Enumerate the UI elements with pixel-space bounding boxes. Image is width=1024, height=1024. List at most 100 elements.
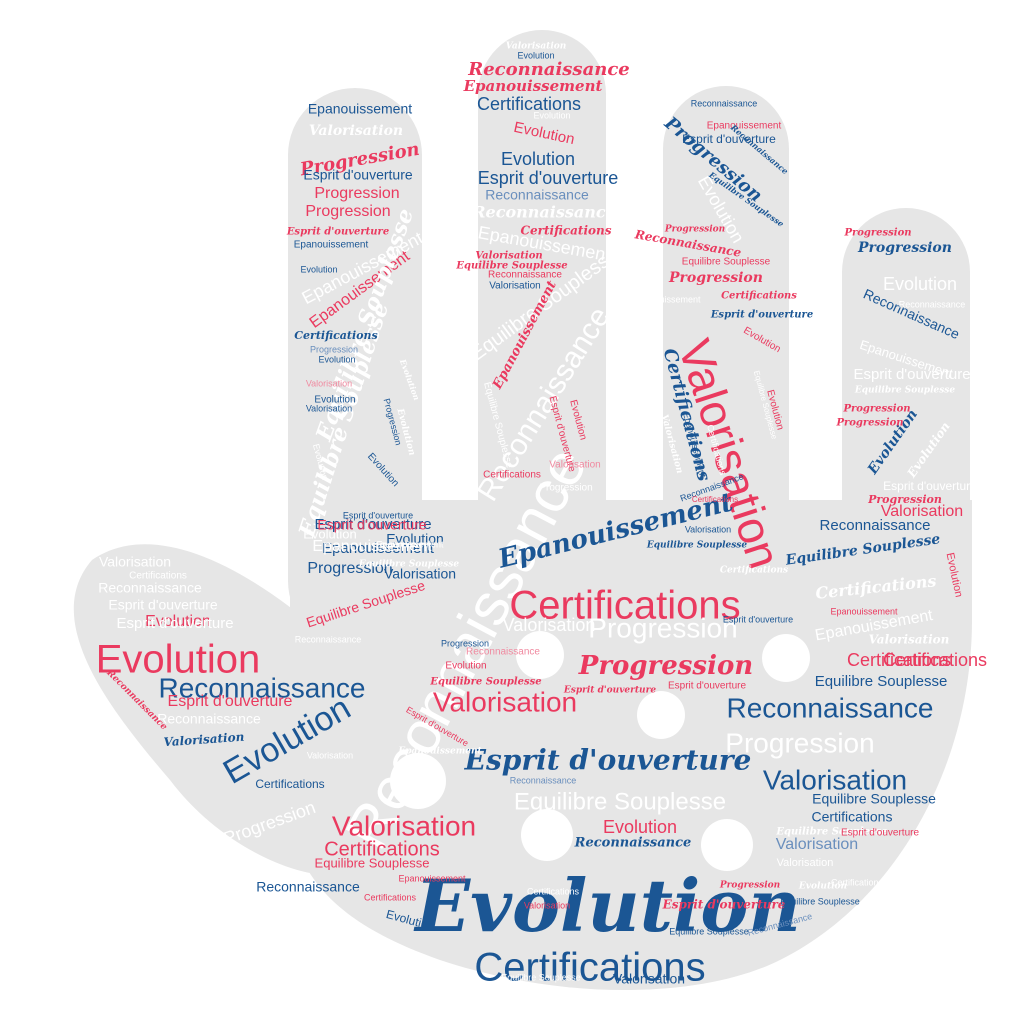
cloud-word: Evolution [303,526,356,541]
cloud-word: Evolution [883,274,957,294]
cloud-word: Valorisation [613,971,685,987]
cloud-word: Esprit d'ouverture [478,168,619,188]
cloud-word: Equilibre Souplesse [854,386,955,396]
cloud-word: Certifications [721,291,797,302]
cloud-word: Esprit d'ouverture [314,516,431,533]
cloud-word: Certifications [527,886,580,896]
cloud-word: Evolution [517,50,554,60]
cloud-word: Esprit d'ouverture [286,227,389,238]
cloud-word: Progression [842,404,910,415]
cloud-word: Progression [578,651,753,681]
cloud-word: Reconnaissance [899,299,966,309]
cloud-word: Reconnaissance [510,775,577,785]
cloud-word: Certifications [509,584,740,628]
cloud-word: Progression [867,493,942,506]
cloud-word: Valorisation [763,764,907,795]
cloud-word: Progression [843,228,911,239]
cloud-word: Esprit d'ouverture [464,744,752,777]
cloud-word: Progression [314,185,399,202]
cloud-word: Certifications [812,809,893,825]
cloud-word: Reconnaissance [466,647,540,658]
cloud-word: Certifications [324,838,440,860]
cloud-word: Esprit d'ouverture [723,614,793,624]
cloud-word: Valorisation [99,554,171,570]
cloud-word: Reconnaissance [467,59,629,80]
cloud-word: Equilibre Souplesse [780,896,860,906]
cloud-word: Progression [857,240,952,256]
cloud-word: Valorisation [777,857,834,869]
cloud-word: Evolution [145,613,211,630]
cloud-word: Equilibre Souplesse [775,827,887,838]
cloud-word: Evolution [318,354,355,364]
cloud-word: Equilibre Souplesse [315,855,430,870]
cloud-word: Valorisation [306,378,352,388]
cloud-word: Epanouissement [376,539,444,549]
cloud-word: Valorisation [384,566,456,582]
cloud-word: Valorisation [307,750,353,760]
cloud-word: Valorisation [306,403,352,413]
cloud-word: Equilibre Souplesse [429,677,541,688]
cloud-word: Valorisation [489,281,541,292]
cloud-word: Esprit d'ouverture [662,898,786,912]
cloud-word: Valorisation [163,730,245,750]
cloud-word: Equilibre Souplesse [646,541,747,551]
cloud-word: Epanouissement [633,294,701,304]
cloud-word: Certifications [477,94,581,114]
cloud-word: Valorisation [433,686,577,717]
cloud-word: Reconnaissance [471,203,616,222]
cloud-word: Evolution [386,531,444,547]
cloud-word: Reconnaissance [820,517,931,534]
cloud-word: Certifications [255,777,324,791]
cloud-word: Progression [725,727,874,758]
cloud-word: Certifications [520,224,611,238]
cloud-word: Equilibre Souplesse [669,926,749,936]
cloud-word: Reconnaissance [488,270,562,281]
cloud-word: Esprit d'ouverture [841,828,919,839]
cloud-word: Reconnaissance [691,98,758,108]
cloud-word: Valorisation [869,633,950,647]
cloud-word: Evolution [501,149,575,169]
cloud-word: Reconnaissance [157,711,261,727]
cloud-word: Equilibre Souplesse [455,261,567,272]
cloud-word: Esprit d'ouverture [668,681,746,692]
cloud-word: Progression [588,612,737,643]
cloud-word: Epanouissement [398,873,466,883]
cloud-word: Valorisation [332,810,476,841]
cloud-word: Esprit d'ouverture [853,366,970,383]
cloud-word: Reconnaissance [485,187,589,203]
cloud-word: Esprit d'ouverture [116,615,233,632]
cloud-word: Epanouissement [308,101,412,117]
cloud-word: Progression [310,344,358,354]
cloud-word: Esprit d'ouverture [343,510,413,520]
cloud-word: Valorisation [549,460,601,471]
cloud-word: Certifications [720,566,788,576]
hand-silhouette [73,30,972,990]
cloud-word: Esprit d'ouverture [303,167,412,183]
cloud-word: Evolution [603,817,677,837]
cloud-word: Equilibre Souplesse [358,560,459,570]
cloud-word: Valorisation [309,123,403,139]
cloud-word: Reconnaissance [295,634,362,644]
cloud-word: Valorisation [881,503,963,520]
cloud-word: Esprit d'ouverture [168,693,293,710]
cloud-word: Esprit d'ouverture [682,132,776,146]
cloud-word: Epanouissement [322,540,435,557]
cloud-word: Epanouissement [294,240,369,251]
cloud-word: Evolution [533,110,570,120]
cloud-word: Valorisation [503,615,596,635]
cloud-word: Progression [668,270,763,286]
cloud-word: Epanouissement [707,121,782,132]
cloud-word: Valorisation [685,524,731,534]
cloud-word: Epanouissement [397,747,482,757]
cloud-word: Evolution [798,882,847,892]
cloud-word: Reconnaissance [98,580,202,596]
cloud-word: Epanouissement [830,606,898,616]
cloud-word: Certifications [294,329,377,342]
cloud-word: Epanouissement [463,77,603,95]
cloud-word: Esprit d'ouverture [563,686,656,696]
cloud-word: Certifications [847,650,951,670]
cloud-word: Reconnaissance [574,836,692,851]
cloud-word: Esprit d'ouverture [710,310,813,321]
cloud-word: Valorisation [506,42,567,52]
